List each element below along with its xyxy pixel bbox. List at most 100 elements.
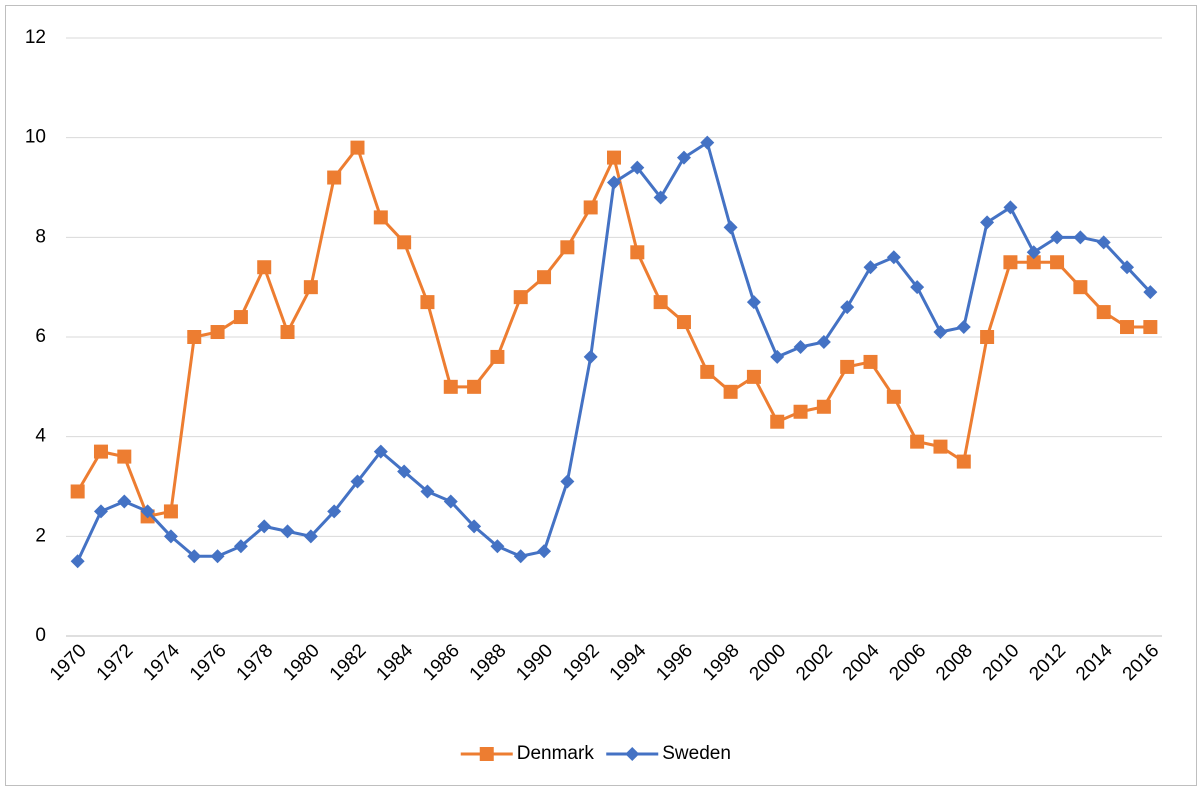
data-point — [607, 150, 621, 165]
data-point — [723, 220, 738, 235]
data-point — [350, 140, 365, 155]
data-point — [630, 245, 645, 260]
data-point — [653, 190, 668, 205]
data-point — [560, 474, 575, 489]
data-point — [863, 260, 878, 275]
data-point — [93, 444, 108, 459]
data-point — [863, 354, 878, 369]
data-point — [397, 235, 412, 250]
data-point — [140, 504, 155, 519]
data-point — [327, 170, 342, 185]
data-point — [117, 449, 132, 464]
data-point — [746, 295, 761, 310]
data-point — [676, 315, 691, 330]
chart-border — [5, 5, 1197, 786]
data-point — [816, 334, 831, 349]
data-point — [537, 270, 552, 285]
data-point — [303, 280, 318, 295]
data-point — [257, 260, 272, 275]
data-point — [956, 320, 971, 335]
data-point — [490, 539, 505, 554]
data-point — [583, 349, 598, 364]
data-point — [1120, 260, 1135, 275]
data-point — [490, 349, 505, 364]
data-point — [910, 280, 925, 295]
data-point — [397, 464, 412, 479]
data-point — [816, 399, 831, 414]
data-point — [1003, 200, 1018, 215]
data-point — [1143, 320, 1158, 335]
data-point — [980, 330, 995, 344]
data-point — [793, 404, 808, 419]
data-point — [373, 210, 388, 225]
data-point — [1073, 230, 1088, 245]
data-point — [840, 300, 855, 315]
data-point — [117, 494, 132, 509]
data-point — [327, 504, 342, 519]
data-point — [467, 379, 482, 394]
data-point — [513, 290, 528, 305]
data-point — [280, 325, 295, 340]
data-point — [443, 379, 458, 394]
data-point — [420, 295, 435, 310]
data-point — [70, 484, 85, 499]
data-point — [933, 439, 948, 454]
data-point — [956, 454, 971, 469]
y-tick-label: 6 — [35, 326, 46, 347]
data-point — [257, 519, 272, 534]
data-point — [630, 160, 645, 175]
y-tick-label: 12 — [25, 27, 46, 48]
data-point — [770, 349, 785, 364]
data-point — [1096, 305, 1111, 320]
data-point — [1143, 285, 1158, 300]
data-point — [513, 549, 528, 564]
data-point — [676, 150, 691, 165]
y-tick-label: 0 — [35, 625, 46, 646]
data-point — [910, 434, 925, 449]
data-point — [886, 389, 901, 404]
data-point — [840, 359, 855, 374]
y-tick-label: 10 — [25, 127, 46, 148]
data-point — [467, 519, 482, 534]
data-point — [233, 310, 248, 325]
data-point — [700, 135, 715, 150]
data-point — [1026, 255, 1041, 270]
data-point — [980, 215, 995, 230]
data-point — [163, 529, 178, 544]
legend-marker — [479, 747, 494, 761]
data-point — [280, 524, 295, 539]
legend-label: Denmark — [517, 743, 595, 764]
data-point — [1026, 245, 1041, 260]
data-point — [1120, 320, 1135, 335]
data-point — [1003, 255, 1018, 270]
data-point — [443, 494, 458, 509]
data-point — [793, 339, 808, 354]
y-tick-label: 8 — [35, 226, 46, 247]
data-point — [1096, 235, 1111, 250]
data-point — [537, 544, 552, 559]
data-point — [187, 549, 202, 564]
legend-label: Sweden — [662, 743, 731, 764]
y-tick-label: 4 — [35, 426, 46, 447]
data-point — [607, 175, 621, 190]
data-point — [560, 240, 575, 255]
data-point — [700, 364, 715, 379]
data-point — [187, 330, 202, 344]
data-point — [770, 414, 785, 429]
data-point — [886, 250, 901, 265]
data-point — [746, 369, 761, 384]
data-point — [303, 529, 318, 544]
data-point — [1073, 280, 1088, 295]
data-point — [420, 484, 435, 499]
data-point — [723, 384, 738, 399]
data-point — [583, 200, 598, 215]
data-point — [163, 504, 178, 519]
data-point — [70, 554, 85, 569]
data-point — [1050, 230, 1065, 245]
data-point — [233, 539, 248, 554]
data-point — [653, 295, 668, 310]
data-point — [210, 549, 225, 564]
data-point — [1050, 255, 1065, 270]
y-tick-label: 2 — [35, 525, 46, 546]
